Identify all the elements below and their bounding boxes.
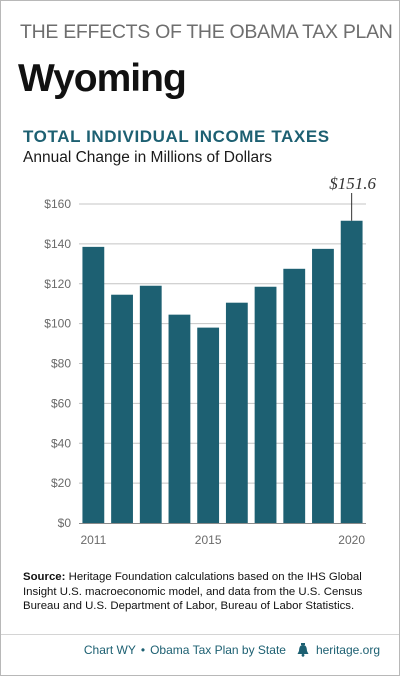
tick-labels: $0 $20 $40 $60 $80 $100 $120 $140 $160 2011 2015 20… bbox=[44, 197, 365, 547]
chart-title: TOTAL INDIVIDUAL INCOME TAXES bbox=[23, 127, 330, 146]
y-tick-label: $160 bbox=[44, 197, 71, 211]
bar bbox=[111, 294, 133, 523]
x-tick-label: 2020 bbox=[338, 533, 365, 547]
source-text: Heritage Foundation calculations based o… bbox=[23, 571, 363, 612]
annotation: $151.6 bbox=[329, 174, 377, 221]
state-title: Wyoming bbox=[18, 57, 187, 100]
y-tick-label: $60 bbox=[51, 396, 71, 410]
x-tick-label: 2015 bbox=[195, 533, 222, 547]
bar bbox=[82, 246, 105, 523]
chart-id: Chart WY bbox=[83, 642, 136, 657]
bar bbox=[312, 248, 334, 523]
chart-subtitle: Annual Change in Millions of Dollars bbox=[23, 149, 272, 166]
y-tick-label: $20 bbox=[51, 476, 71, 490]
source-note: Source: Heritage Foundation calculations… bbox=[23, 570, 383, 614]
y-tick-label: $40 bbox=[51, 436, 71, 450]
bar bbox=[197, 327, 220, 523]
y-tick-label: $100 bbox=[44, 317, 71, 331]
source-label: Source: bbox=[23, 571, 66, 583]
annotation-label: $151.6 bbox=[329, 174, 376, 193]
site-link[interactable]: heritage.org bbox=[315, 642, 380, 657]
x-tick-label: 2011 bbox=[80, 533, 106, 547]
bars bbox=[82, 220, 363, 523]
bar bbox=[139, 285, 162, 523]
bar bbox=[340, 220, 363, 523]
bar-chart: $0 $20 $40 $60 $80 $100 $120 $140 $160 2011 2015 20… bbox=[44, 174, 377, 547]
y-tick-label: $0 bbox=[58, 516, 72, 530]
y-tick-label: $140 bbox=[44, 237, 71, 251]
series-name: Obama Tax Plan by State bbox=[150, 642, 286, 657]
bar bbox=[168, 314, 191, 523]
bar bbox=[283, 268, 306, 523]
y-tick-label: $120 bbox=[44, 277, 71, 291]
footer: Chart WY • Obama Tax Plan by State herit… bbox=[1, 634, 399, 664]
y-tick-label: $80 bbox=[51, 357, 71, 371]
bar bbox=[225, 302, 248, 523]
footer-separator: • bbox=[140, 642, 146, 657]
liberty-bell-icon bbox=[296, 642, 310, 657]
bar bbox=[254, 286, 277, 523]
series-title: THE EFFECTS OF THE OBAMA TAX PLAN bbox=[20, 21, 393, 43]
